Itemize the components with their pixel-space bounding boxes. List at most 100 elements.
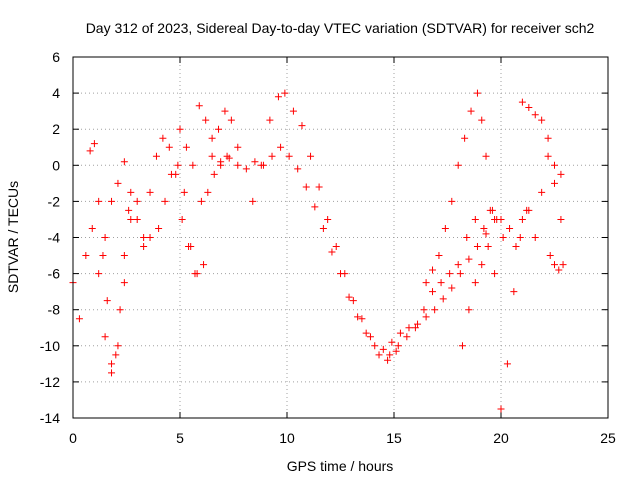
data-points bbox=[69, 89, 567, 413]
data-point bbox=[403, 333, 411, 341]
y-tick-label: -8 bbox=[48, 302, 61, 318]
data-point bbox=[116, 306, 124, 314]
data-point bbox=[319, 224, 327, 232]
data-point bbox=[176, 125, 184, 133]
data-point bbox=[463, 234, 471, 241]
data-point bbox=[420, 306, 428, 314]
data-point bbox=[208, 152, 216, 160]
data-point bbox=[328, 248, 336, 256]
data-point bbox=[544, 152, 552, 160]
data-point bbox=[551, 261, 558, 269]
data-point bbox=[557, 215, 565, 223]
data-point bbox=[266, 116, 274, 124]
data-point bbox=[465, 255, 473, 263]
data-point bbox=[491, 270, 499, 278]
data-point bbox=[473, 243, 481, 251]
data-point bbox=[274, 93, 282, 101]
data-point bbox=[268, 152, 276, 160]
data-point bbox=[467, 107, 475, 115]
data-point bbox=[349, 297, 357, 305]
data-point bbox=[165, 143, 173, 151]
data-point bbox=[200, 261, 208, 269]
data-point bbox=[88, 224, 96, 232]
y-tick-label: -12 bbox=[40, 374, 60, 390]
data-point bbox=[461, 134, 469, 142]
data-point bbox=[108, 360, 116, 368]
data-point bbox=[441, 224, 449, 232]
data-point bbox=[446, 270, 454, 278]
data-point bbox=[189, 161, 197, 169]
data-point bbox=[178, 215, 186, 223]
data-point bbox=[448, 284, 456, 292]
data-point bbox=[546, 252, 554, 260]
series-track-9 bbox=[458, 206, 531, 413]
data-point bbox=[285, 152, 293, 160]
data-point bbox=[422, 313, 430, 321]
data-point bbox=[108, 369, 116, 377]
data-point bbox=[112, 351, 120, 359]
data-point bbox=[161, 197, 169, 205]
series-track-1 bbox=[69, 134, 231, 377]
data-point bbox=[103, 297, 111, 305]
data-point bbox=[187, 243, 195, 251]
data-point bbox=[431, 306, 439, 314]
data-point bbox=[510, 288, 518, 296]
data-point bbox=[478, 261, 486, 269]
data-point bbox=[120, 279, 128, 287]
data-point bbox=[454, 161, 462, 169]
data-point bbox=[90, 140, 98, 148]
data-point bbox=[499, 234, 507, 241]
data-point bbox=[396, 329, 404, 337]
data-point bbox=[497, 405, 505, 413]
data-point bbox=[197, 197, 205, 205]
data-point bbox=[439, 295, 447, 303]
y-tick-label: 0 bbox=[52, 157, 60, 173]
data-point bbox=[544, 134, 552, 142]
data-point bbox=[362, 329, 370, 337]
data-point bbox=[108, 197, 116, 205]
data-point bbox=[531, 234, 539, 241]
series-track-11 bbox=[518, 98, 565, 223]
series-track-3 bbox=[101, 158, 208, 278]
x-axis-label: GPS time / hours bbox=[287, 458, 394, 474]
data-point bbox=[354, 313, 362, 321]
data-point bbox=[99, 252, 107, 260]
data-point bbox=[551, 179, 558, 187]
data-point bbox=[277, 143, 285, 151]
data-point bbox=[315, 183, 323, 191]
data-point bbox=[294, 165, 302, 173]
data-point bbox=[174, 161, 182, 169]
y-axis-label: SDTVAR / TECUs bbox=[5, 181, 21, 293]
x-tick-label: 25 bbox=[600, 430, 616, 446]
data-point bbox=[182, 143, 190, 151]
data-point bbox=[114, 342, 122, 350]
data-point bbox=[366, 333, 374, 341]
data-point bbox=[120, 252, 128, 260]
data-point bbox=[298, 122, 306, 130]
data-point bbox=[518, 98, 526, 106]
data-point bbox=[454, 261, 462, 269]
data-point bbox=[465, 306, 473, 314]
y-tick-label: -14 bbox=[40, 410, 60, 426]
y-tick-label: 2 bbox=[52, 121, 60, 137]
data-point bbox=[95, 197, 103, 205]
series-track-8 bbox=[422, 89, 490, 287]
chart-title: Day 312 of 2023, Sidereal Day-to-day VTE… bbox=[86, 20, 595, 36]
data-point bbox=[208, 134, 216, 142]
plot-frame bbox=[72, 56, 609, 419]
data-point bbox=[503, 360, 511, 368]
series-track-5 bbox=[208, 143, 499, 353]
data-point bbox=[471, 215, 479, 223]
data-point bbox=[473, 89, 481, 97]
data-point bbox=[234, 161, 242, 169]
data-point bbox=[281, 89, 289, 97]
series-track-10 bbox=[486, 152, 565, 251]
data-point bbox=[551, 161, 558, 169]
data-point bbox=[155, 224, 163, 232]
data-point bbox=[471, 279, 479, 287]
data-point bbox=[559, 261, 567, 269]
data-point bbox=[375, 351, 383, 359]
y-tick-label: -6 bbox=[48, 266, 61, 282]
data-point bbox=[152, 152, 160, 160]
